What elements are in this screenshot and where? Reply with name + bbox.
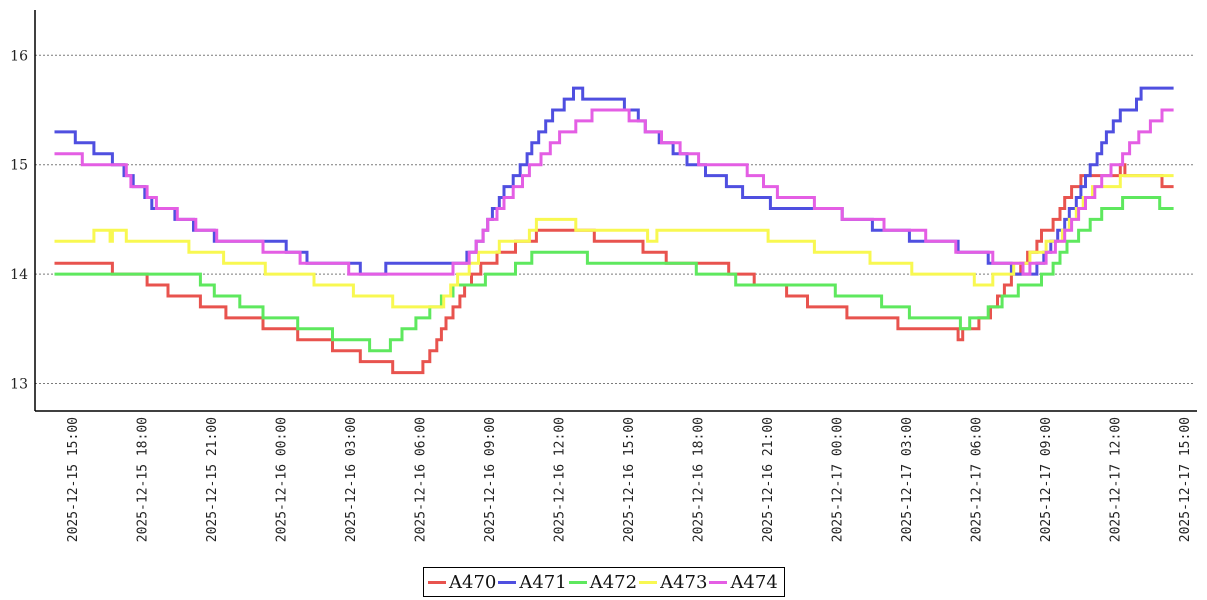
x-tick-labels: 2025-12-15 15:00 2025-12-15 18:00 2025-12-… (66, 417, 1193, 542)
legend-item-a471: A471 (498, 571, 567, 593)
series-line-a472 (54, 196, 1174, 353)
legend-swatch-a472 (568, 580, 587, 584)
y-tick-labels: 13 14 15 16 (10, 48, 28, 392)
line-chart: 13 14 15 16 2025-12-15 15:00 2025-12-15 18:0… (10, 10, 1197, 542)
x-tick-label: 2025-12-15 18:00 (136, 417, 151, 542)
x-tick-label: 2025-12-16 18:00 (692, 417, 707, 542)
x-tick-label: 2025-12-17 06:00 (970, 417, 985, 542)
legend-label-a471: A471 (519, 571, 567, 593)
y-tick-label: 13 (10, 377, 28, 393)
legend-item-a473: A473 (639, 572, 707, 593)
x-tick-label: 2025-12-16 21:00 (761, 417, 776, 542)
series-lines (54, 86, 1174, 375)
legend-label-a472: A472 (589, 571, 638, 593)
legend-swatch-a474 (709, 580, 728, 584)
x-tick-label: 2025-12-16 06:00 (414, 417, 429, 542)
x-tick-label: 2025-12-16 09:00 (483, 417, 498, 542)
legend-label-a473: A473 (660, 571, 708, 593)
y-tick-label: 16 (10, 48, 28, 64)
legend-label-a470: A470 (449, 571, 497, 593)
series-line-a474 (54, 108, 1174, 276)
legend-swatch-a471 (498, 580, 517, 584)
x-tick-label: 2025-12-16 15:00 (622, 417, 637, 542)
legend-label-a474: A474 (730, 571, 778, 593)
x-tick-label: 2025-12-15 15:00 (66, 417, 81, 542)
legend: A470 A471 A472 A473 A474 (423, 567, 785, 597)
x-tick-label: 2025-12-17 09:00 (1039, 417, 1054, 542)
series-line-a470 (54, 163, 1174, 375)
x-tick-label: 2025-12-17 03:00 (900, 417, 915, 542)
y-tick-label: 14 (10, 267, 28, 283)
y-tick-label: 15 (10, 158, 28, 174)
x-tick-label: 2025-12-17 15:00 (1178, 417, 1193, 542)
gridlines (35, 54, 1195, 384)
x-tick-label: 2025-12-15 21:00 (205, 417, 220, 542)
legend-swatch-a473 (639, 580, 658, 584)
legend-item-a474: A474 (709, 571, 778, 593)
legend-item-a470: A470 (428, 572, 496, 593)
x-tick-label: 2025-12-17 00:00 (831, 417, 846, 542)
axes (34, 10, 1197, 412)
series-line-a471 (54, 86, 1174, 276)
x-tick-label: 2025-12-16 03:00 (344, 417, 359, 542)
legend-swatch-a470 (428, 580, 446, 584)
legend-item-a472: A472 (568, 571, 638, 593)
x-tick-label: 2025-12-16 12:00 (553, 417, 568, 542)
x-tick-label: 2025-12-17 12:00 (1109, 417, 1124, 542)
x-tick-label: 2025-12-16 00:00 (275, 417, 290, 542)
